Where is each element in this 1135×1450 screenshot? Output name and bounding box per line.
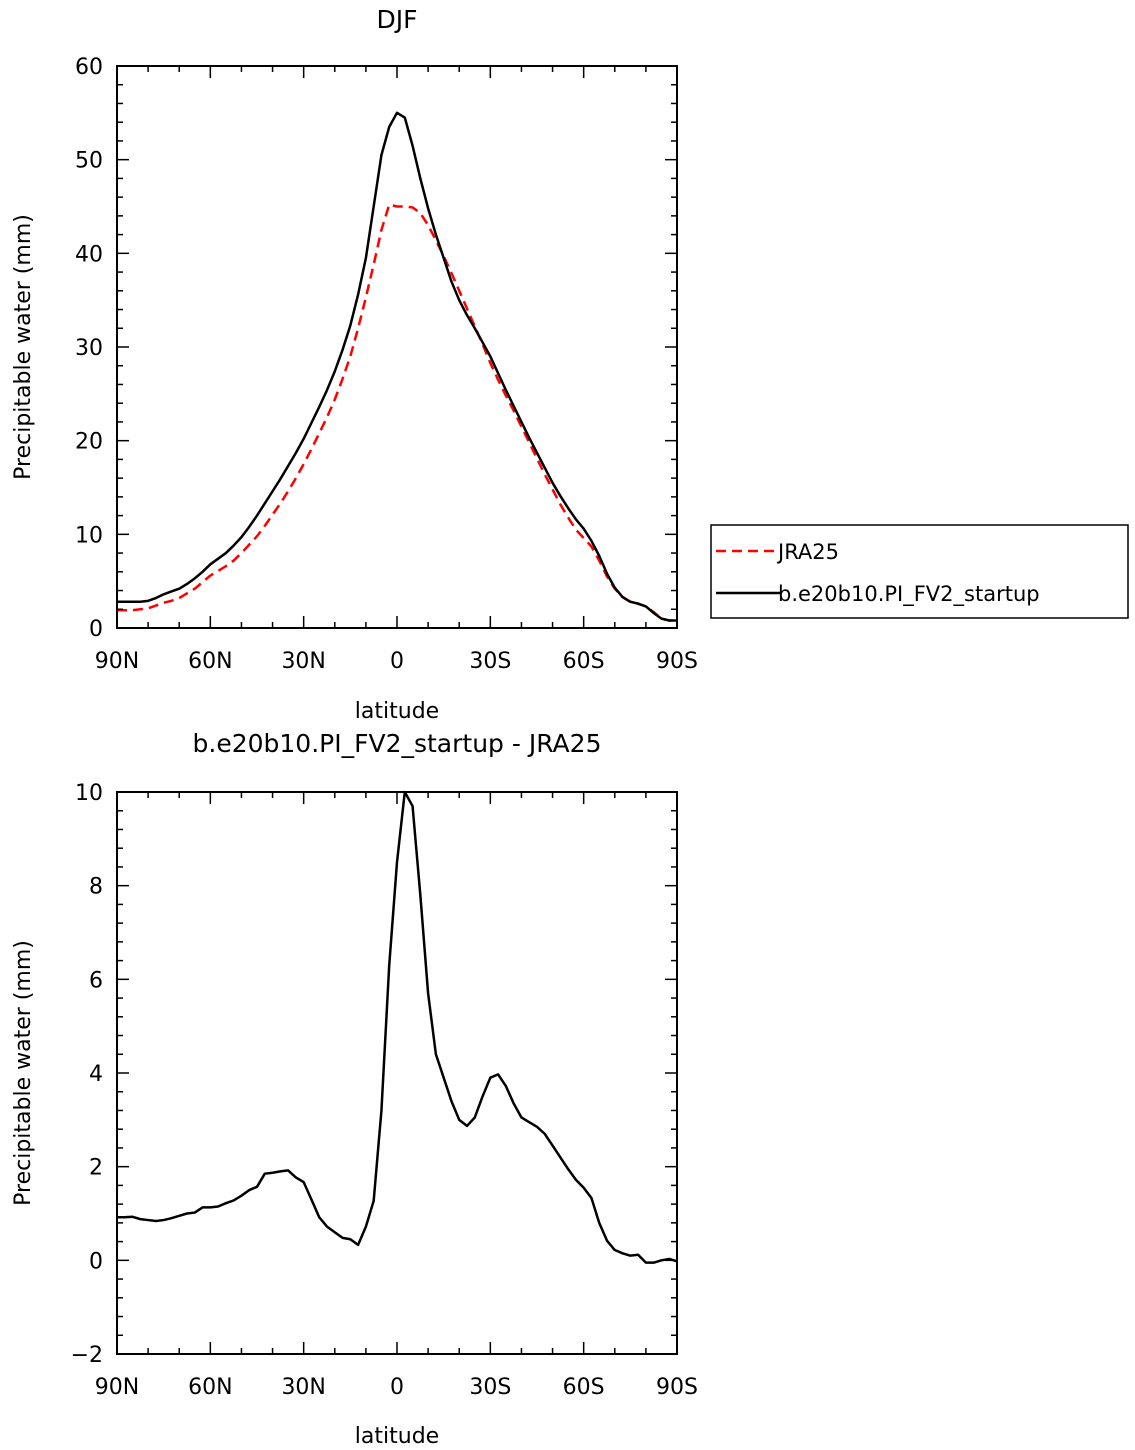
top-x-axis-label: latitude bbox=[355, 699, 439, 724]
top-panel: DJF 90N 60N 30N 0 30S 60S 90S 0 10 20 30 40 50 60 lat… bbox=[11, 5, 698, 724]
top-x-tick-label: 60S bbox=[563, 649, 605, 674]
bottom-plot-frame bbox=[116, 791, 678, 1355]
top-x-tick-label: 90N bbox=[95, 649, 139, 674]
top-x-tick-label: 0 bbox=[390, 649, 404, 674]
bottom-y-axis-label: Precipitable water (mm) bbox=[11, 940, 36, 1206]
bottom-y-tick-label: 6 bbox=[89, 968, 103, 993]
top-x-tick-label: 90S bbox=[656, 649, 698, 674]
top-y-tick-label: 30 bbox=[75, 336, 103, 361]
top-y-axis-label: Precipitable water (mm) bbox=[11, 214, 36, 480]
bottom-x-tick-label: 60N bbox=[188, 1375, 232, 1400]
bottom-y-tick-label: −2 bbox=[71, 1343, 103, 1368]
legend-label-model: b.e20b10.PI_FV2_startup bbox=[778, 582, 1040, 607]
bottom-y-tick-label: 2 bbox=[89, 1156, 103, 1181]
bottom-chart-title: b.e20b10.PI_FV2_startup - JRA25 bbox=[193, 729, 602, 758]
bottom-y-tick-label: 8 bbox=[89, 875, 103, 900]
top-x-tick-label: 30S bbox=[469, 649, 511, 674]
top-y-tick-label: 20 bbox=[75, 430, 103, 455]
top-series-line-jra25 bbox=[117, 203, 677, 622]
legend: JRA25 b.e20b10.PI_FV2_startup bbox=[710, 524, 1129, 619]
bottom-series-layer bbox=[117, 790, 678, 1264]
bottom-panel: b.e20b10.PI_FV2_startup - JRA25 90N 60N 30… bbox=[11, 729, 698, 1449]
top-y-tick-label: 40 bbox=[75, 242, 103, 267]
top-chart-title: DJF bbox=[376, 5, 417, 34]
top-y-tick-label: 0 bbox=[89, 617, 103, 642]
legend-label-jra25: JRA25 bbox=[776, 540, 839, 564]
top-series-line-b-e20b10-pi-fv2-startup bbox=[117, 111, 677, 622]
bottom-x-tick-label: 30S bbox=[469, 1375, 511, 1400]
bottom-x-axis-label: latitude bbox=[355, 1424, 439, 1449]
top-y-tick-label: 50 bbox=[75, 149, 103, 174]
bottom-y-tick-label: 0 bbox=[89, 1249, 103, 1274]
legend-box bbox=[710, 524, 1129, 619]
top-x-tick-label: 30N bbox=[281, 649, 325, 674]
bottom-series-line-difference bbox=[117, 790, 678, 1264]
bottom-x-tick-label: 60S bbox=[563, 1375, 605, 1400]
top-y-tick-label: 60 bbox=[75, 55, 103, 80]
bottom-x-tick-label: 0 bbox=[390, 1375, 404, 1400]
top-tick-labels: 90N 60N 30N 0 30S 60S 90S 0 10 20 30 40 50 60 bbox=[75, 55, 698, 674]
bottom-x-tick-label: 90S bbox=[656, 1375, 698, 1400]
bottom-y-tick-label: 4 bbox=[89, 1062, 103, 1087]
top-x-tick-label: 60N bbox=[188, 649, 232, 674]
bottom-y-tick-label: 10 bbox=[75, 781, 103, 806]
bottom-x-tick-label: 30N bbox=[281, 1375, 325, 1400]
top-series-layer bbox=[117, 111, 677, 622]
bottom-x-tick-label: 90N bbox=[95, 1375, 139, 1400]
top-plot-frame bbox=[116, 65, 678, 629]
bottom-tick-labels: 90N 60N 30N 0 30S 60S 90S −2 0 2 4 6 8 10 bbox=[71, 781, 698, 1400]
top-y-tick-label: 10 bbox=[75, 523, 103, 548]
